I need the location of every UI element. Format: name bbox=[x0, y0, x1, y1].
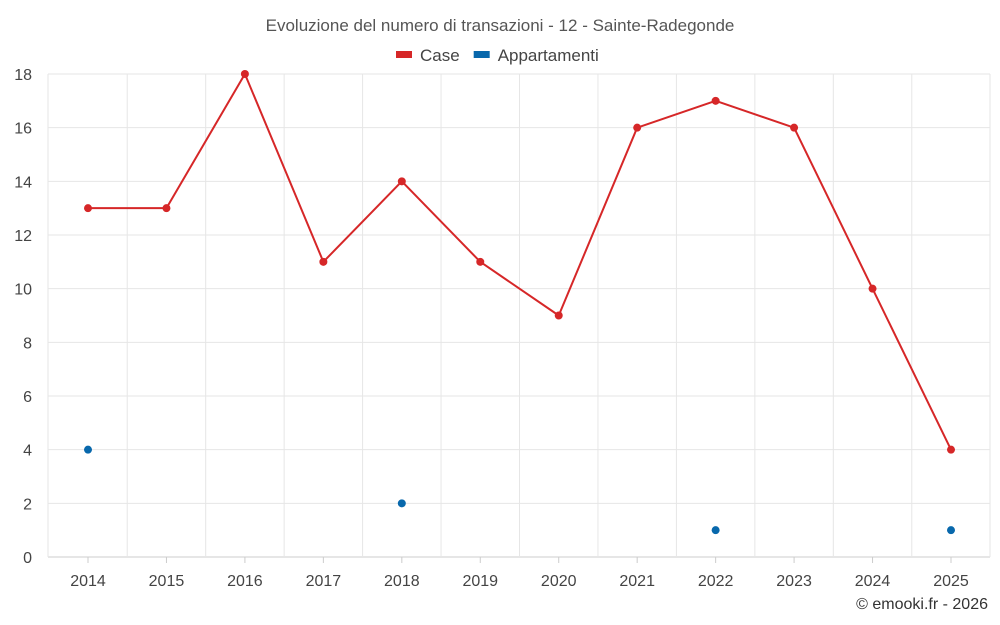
grid bbox=[47, 73, 991, 558]
data-point[interactable] bbox=[397, 499, 406, 508]
y-tick-label: 10 bbox=[14, 282, 32, 299]
legend-label: Case bbox=[420, 46, 460, 65]
x-tick-label: 2022 bbox=[698, 573, 734, 590]
y-tick-label: 8 bbox=[23, 335, 32, 352]
data-point[interactable] bbox=[84, 445, 92, 454]
y-axis: 0 2 4 6 8 10 12 14 16 18 bbox=[14, 67, 32, 567]
y-tick-label: 18 bbox=[14, 67, 32, 84]
x-tick-label: 2023 bbox=[776, 573, 812, 590]
y-tick-label: 2 bbox=[23, 496, 32, 513]
x-tick-label: 2020 bbox=[541, 573, 577, 590]
x-tick-label: 2024 bbox=[855, 573, 891, 590]
data-points bbox=[84, 70, 955, 535]
data-point[interactable] bbox=[476, 257, 485, 266]
y-tick-label: 6 bbox=[23, 389, 32, 406]
series-line bbox=[88, 73, 952, 451]
x-tick-label: 2015 bbox=[149, 573, 185, 590]
credit-text: © emooki.fr - 2026 bbox=[856, 596, 988, 613]
data-point[interactable] bbox=[162, 204, 171, 213]
legend: Case Appartamenti bbox=[396, 46, 599, 65]
data-point[interactable] bbox=[868, 284, 877, 293]
y-tick-label: 12 bbox=[14, 228, 32, 245]
chart-title: Evoluzione del numero di transazioni - 1… bbox=[266, 16, 735, 35]
data-point[interactable] bbox=[319, 257, 328, 266]
y-tick-label: 4 bbox=[23, 443, 32, 460]
data-point[interactable] bbox=[947, 526, 955, 535]
y-tick-label: 16 bbox=[14, 121, 32, 138]
legend-item[interactable]: Case bbox=[396, 46, 460, 65]
legend-item[interactable]: Appartamenti bbox=[473, 46, 599, 65]
x-tick-label: 2018 bbox=[384, 573, 420, 590]
data-point[interactable] bbox=[84, 204, 92, 213]
x-tick-label: 2014 bbox=[70, 573, 106, 590]
x-tick-label: 2016 bbox=[227, 573, 263, 590]
data-point[interactable] bbox=[633, 123, 642, 132]
x-axis: 2014 2015 2016 2017 2018 2019 2020 2021 2022 2023… bbox=[70, 557, 969, 590]
x-tick-label: 2019 bbox=[462, 573, 498, 590]
data-point[interactable] bbox=[397, 177, 406, 186]
legend-swatch bbox=[473, 51, 490, 58]
x-tick-label: 2017 bbox=[306, 573, 342, 590]
y-tick-label: 0 bbox=[23, 550, 32, 567]
x-tick-label: 2021 bbox=[619, 573, 655, 590]
data-point[interactable] bbox=[711, 96, 720, 105]
data-point[interactable] bbox=[947, 445, 955, 454]
data-point[interactable] bbox=[790, 123, 799, 132]
data-point[interactable] bbox=[711, 526, 720, 535]
legend-label: Appartamenti bbox=[498, 46, 599, 65]
y-tick-label: 14 bbox=[14, 174, 32, 191]
series-lines bbox=[88, 73, 952, 451]
legend-swatch bbox=[396, 51, 412, 58]
data-point[interactable] bbox=[240, 70, 249, 78]
data-point[interactable] bbox=[554, 311, 563, 320]
x-tick-label: 2025 bbox=[933, 573, 969, 590]
